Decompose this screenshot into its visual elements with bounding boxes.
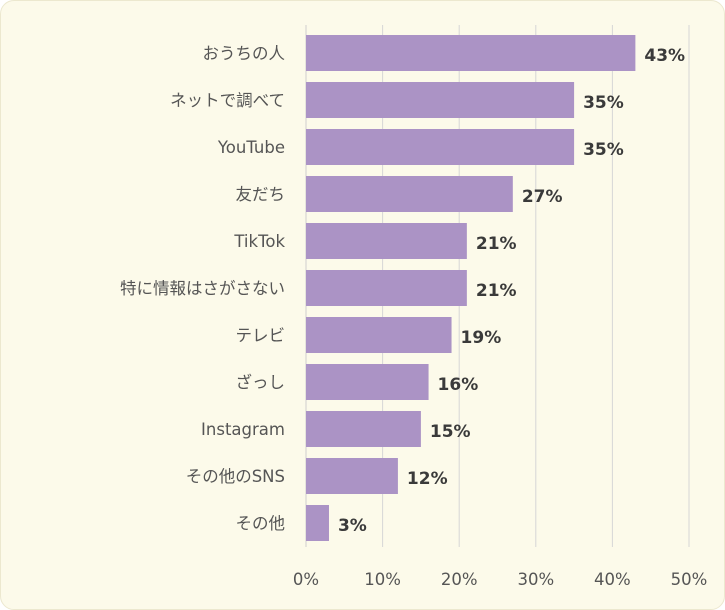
data-label: 12% <box>407 469 448 489</box>
x-tick-label: 30% <box>517 570 554 589</box>
bar <box>306 35 636 71</box>
bar <box>306 317 452 353</box>
x-tick-label: 20% <box>441 570 478 589</box>
category-label: 友だち <box>236 185 286 204</box>
bar <box>306 82 575 118</box>
data-label: 19% <box>461 328 502 348</box>
data-label: 43% <box>644 46 685 66</box>
bar <box>306 270 467 306</box>
data-label: 35% <box>583 140 624 160</box>
category-label: TikTok <box>233 232 285 251</box>
category-label: ざっし <box>236 372 286 392</box>
bar <box>306 411 421 447</box>
category-label: 特に情報はさがさない <box>120 279 285 298</box>
data-label: 21% <box>476 281 517 301</box>
x-tick-label: 10% <box>364 570 401 589</box>
data-label: 15% <box>430 422 471 442</box>
x-tick-label: 50% <box>671 570 708 589</box>
data-label: 3% <box>338 516 367 536</box>
x-tick-label: 40% <box>594 570 631 589</box>
category-label: テレビ <box>236 326 286 345</box>
category-label: その他 <box>236 514 286 533</box>
bar <box>306 364 429 400</box>
data-label: 35% <box>583 93 624 113</box>
bar <box>306 176 513 212</box>
bar <box>306 129 575 165</box>
data-label: 27% <box>522 187 563 207</box>
category-label: ネットで調べて <box>170 91 285 110</box>
x-tick-label: 0% <box>293 570 319 589</box>
bar <box>306 505 329 541</box>
category-label: YouTube <box>217 138 285 157</box>
category-label: おうちの人 <box>203 44 286 63</box>
data-label: 16% <box>438 375 479 395</box>
bar <box>306 458 398 494</box>
category-label: Instagram <box>201 420 285 439</box>
category-label: その他のSNS <box>186 467 285 486</box>
data-label: 21% <box>476 234 517 254</box>
bar <box>306 223 467 259</box>
